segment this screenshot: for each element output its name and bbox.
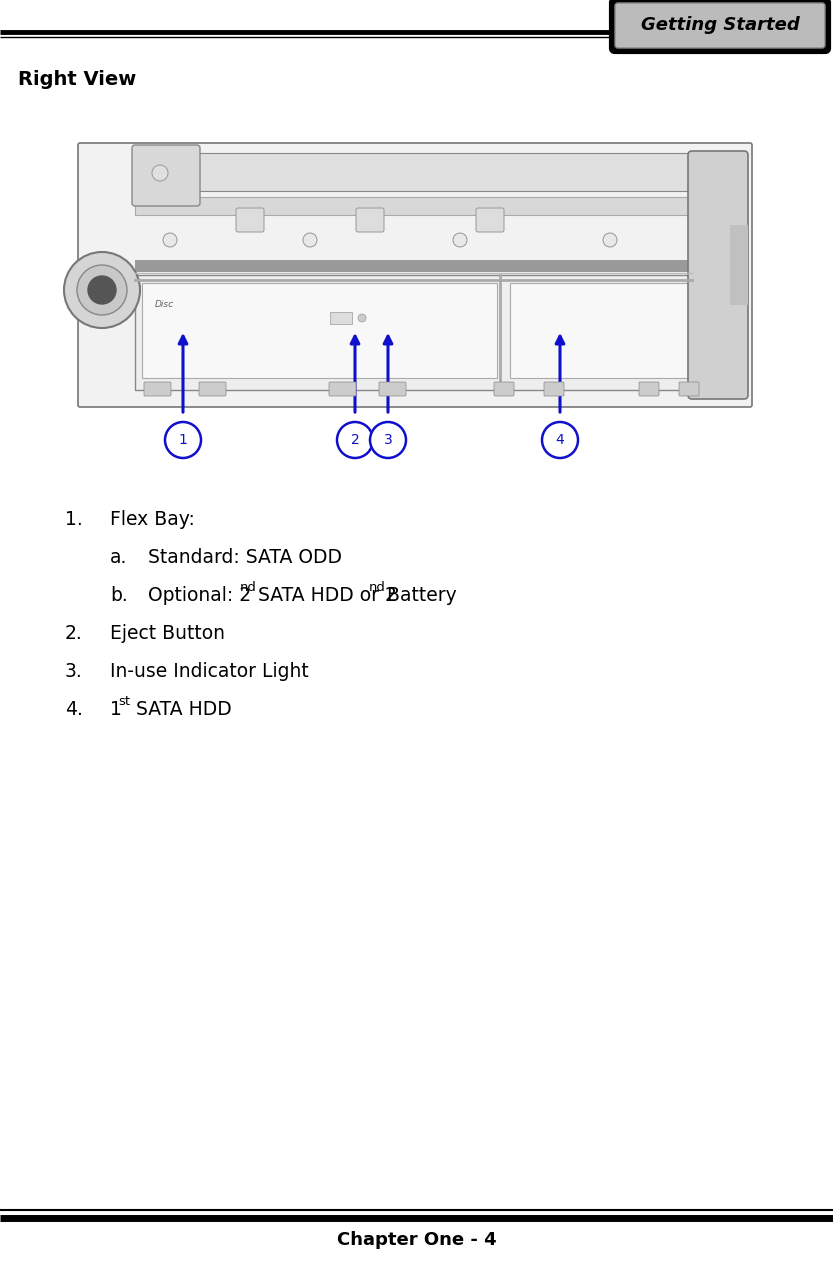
FancyBboxPatch shape: [78, 143, 752, 406]
Text: 4: 4: [556, 433, 565, 447]
FancyBboxPatch shape: [236, 208, 264, 233]
FancyBboxPatch shape: [679, 382, 699, 396]
FancyBboxPatch shape: [329, 382, 356, 396]
Text: st: st: [118, 695, 131, 708]
Text: In-use Indicator Light: In-use Indicator Light: [110, 662, 309, 681]
Bar: [510, 282, 740, 378]
Text: SATA HDD: SATA HDD: [130, 700, 232, 720]
Text: 1.: 1.: [65, 510, 82, 529]
Text: 2: 2: [351, 433, 359, 447]
Circle shape: [337, 422, 373, 458]
FancyBboxPatch shape: [132, 144, 200, 206]
Text: 2.: 2.: [65, 624, 82, 643]
Text: a.: a.: [110, 548, 127, 567]
Text: Standard: SATA ODD: Standard: SATA ODD: [148, 548, 342, 567]
Circle shape: [453, 233, 467, 247]
Text: 3: 3: [384, 433, 392, 447]
Text: Right View: Right View: [18, 70, 137, 89]
Bar: [142, 282, 497, 378]
Text: 1: 1: [178, 433, 187, 447]
Text: Optional: 2: Optional: 2: [148, 587, 251, 604]
Text: nd: nd: [369, 581, 386, 594]
Text: Battery: Battery: [381, 587, 456, 604]
Circle shape: [603, 233, 617, 247]
Text: Getting Started: Getting Started: [641, 17, 800, 35]
Text: SATA HDD or 2: SATA HDD or 2: [252, 587, 397, 604]
Circle shape: [542, 422, 578, 458]
Text: Eject Button: Eject Button: [110, 624, 225, 643]
FancyBboxPatch shape: [544, 382, 564, 396]
Bar: [135, 197, 695, 215]
Bar: [135, 275, 695, 390]
FancyBboxPatch shape: [379, 382, 406, 396]
Text: 1: 1: [110, 700, 122, 720]
Text: 4.: 4.: [65, 700, 82, 720]
FancyBboxPatch shape: [494, 382, 514, 396]
Circle shape: [165, 422, 201, 458]
Text: 3.: 3.: [65, 662, 82, 681]
Text: Disc: Disc: [155, 300, 174, 309]
Bar: [330, 312, 352, 325]
Circle shape: [370, 422, 406, 458]
FancyBboxPatch shape: [476, 208, 504, 233]
FancyBboxPatch shape: [356, 208, 384, 233]
Bar: [730, 225, 748, 305]
Circle shape: [163, 233, 177, 247]
Bar: [135, 153, 695, 190]
FancyBboxPatch shape: [639, 382, 659, 396]
Circle shape: [303, 233, 317, 247]
Circle shape: [64, 252, 140, 328]
FancyBboxPatch shape: [615, 3, 825, 49]
Text: Flex Bay:: Flex Bay:: [110, 510, 195, 529]
Circle shape: [358, 314, 366, 322]
Circle shape: [88, 276, 116, 304]
Text: b.: b.: [110, 587, 127, 604]
Circle shape: [77, 265, 127, 314]
Text: Chapter One - 4: Chapter One - 4: [337, 1231, 496, 1249]
FancyBboxPatch shape: [199, 382, 226, 396]
FancyBboxPatch shape: [144, 382, 171, 396]
Circle shape: [152, 165, 168, 181]
Text: nd: nd: [240, 581, 257, 594]
FancyBboxPatch shape: [611, 0, 829, 52]
Bar: [135, 259, 695, 272]
FancyBboxPatch shape: [688, 151, 748, 399]
